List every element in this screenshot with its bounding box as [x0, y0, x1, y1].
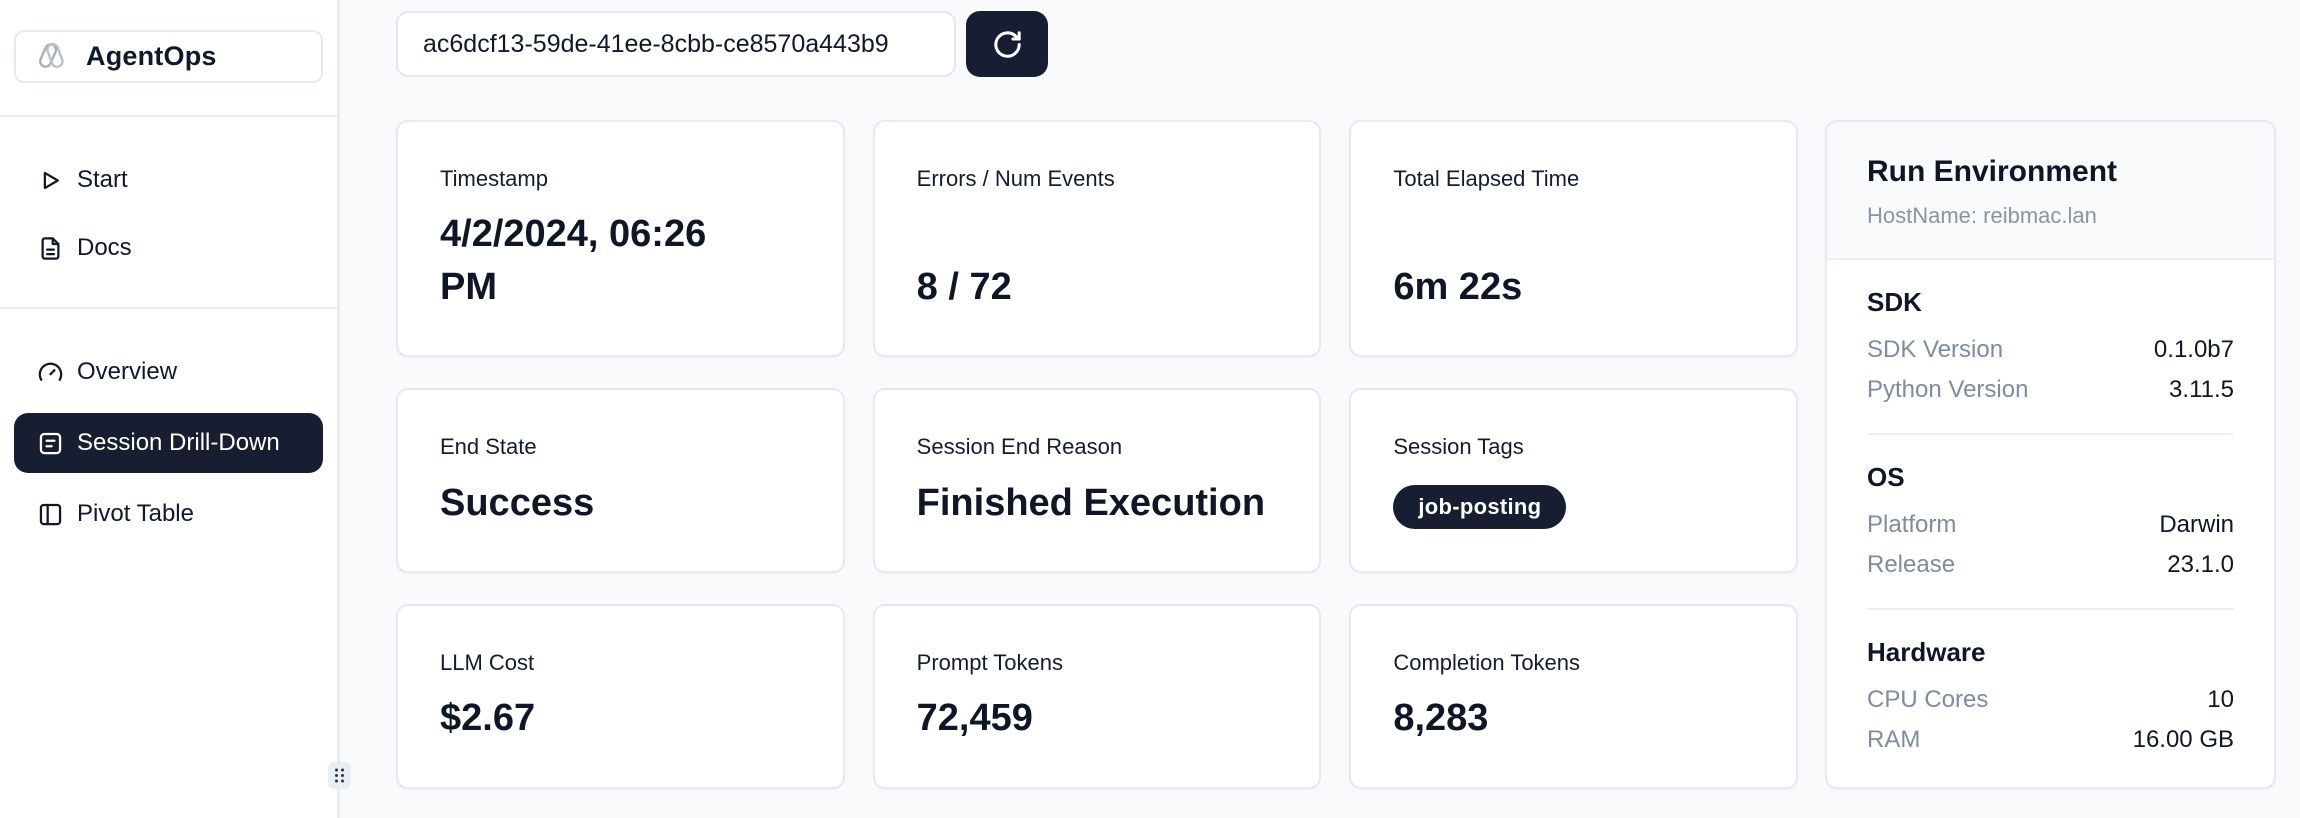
env-row-value: 16.00 GB — [2132, 726, 2234, 753]
sidebar-divider — [0, 115, 337, 117]
env-row-label: CPU Cores — [1867, 686, 1989, 713]
metric-label: Errors / Num Events — [916, 166, 1115, 191]
metric-card-completion-tokens: Completion Tokens 8,283 — [1349, 604, 1798, 789]
env-row-label: Platform — [1867, 511, 1957, 538]
agentops-logo-icon — [33, 38, 70, 75]
env-row-value: 10 — [2207, 686, 2234, 713]
run-environment-panel: Run Environment HostName: reibmac.lan SD… — [1825, 120, 2276, 789]
metric-value: 6m 22s — [1393, 265, 1523, 308]
brand-label: AgentOps — [86, 41, 217, 71]
metric-value: Success — [440, 481, 595, 524]
env-row: Python Version 3.11.5 — [1867, 370, 2234, 410]
env-row-value: 0.1.0b7 — [2153, 336, 2234, 363]
metric-label: Prompt Tokens — [916, 650, 1063, 676]
refresh-button[interactable] — [966, 11, 1048, 77]
session-log-icon — [39, 432, 62, 454]
sidebar-item-label: Docs — [77, 234, 132, 261]
metric-value: 8,283 — [1393, 697, 1489, 740]
env-section-heading: OS — [1867, 462, 1905, 492]
env-row: Release 23.1.0 — [1867, 545, 2234, 585]
metric-cards-grid: Timestamp 4/2/2024, 06:26 PM Errors / Nu… — [396, 120, 1798, 789]
metric-value: Finished Execution — [916, 481, 1266, 524]
metric-value: 8 / 72 — [916, 265, 1012, 308]
sidebar-item-pivot-table[interactable]: Pivot Table — [14, 487, 323, 541]
metric-card-end-reason: Session End Reason Finished Execution — [872, 388, 1322, 574]
metric-card-errors: Errors / Num Events 8 / 72 — [872, 120, 1322, 358]
metric-card-llm-cost: LLM Cost $2.67 — [396, 604, 845, 789]
session-toolbar — [396, 11, 2276, 77]
env-section-heading: Hardware — [1867, 637, 1986, 667]
metric-label: LLM Cost — [440, 650, 535, 676]
metric-label: Session Tags — [1393, 434, 1524, 460]
sidebar: AgentOps Start Docs Overview — [0, 0, 340, 818]
docs-icon — [41, 236, 60, 260]
hostname-text: HostName: reibmac.lan — [1867, 203, 2097, 228]
env-row-label: RAM — [1867, 726, 1921, 753]
metric-label: End State — [440, 434, 537, 460]
metric-card-session-tags: Session Tags job-posting — [1349, 388, 1798, 574]
env-row: CPU Cores 10 — [1867, 680, 2234, 720]
env-row: SDK Version 0.1.0b7 — [1867, 330, 2234, 370]
brand-button[interactable]: AgentOps — [14, 30, 323, 83]
sidebar-item-start[interactable]: Start — [14, 153, 323, 207]
gauge-icon — [38, 362, 63, 381]
sidebar-divider — [0, 307, 337, 309]
env-section-hardware: Hardware CPU Cores 10 RAM 16.00 GB — [1867, 608, 2234, 783]
sidebar-nav-secondary: Overview Session Drill-Down Pivot Table — [14, 345, 323, 541]
metric-value: 4/2/2024, 06:26 PM — [440, 213, 707, 308]
env-row-label: SDK Version — [1867, 336, 2004, 363]
env-row-label: Python Version — [1867, 376, 2029, 403]
metric-card-prompt-tokens: Prompt Tokens 72,459 — [872, 604, 1322, 789]
grip-dots-icon — [335, 768, 344, 783]
session-tags-list: job-posting — [1393, 485, 1754, 530]
metric-label: Total Elapsed Time — [1393, 166, 1580, 191]
run-environment-title: Run Environment — [1867, 155, 2118, 188]
sidebar-item-overview[interactable]: Overview — [14, 345, 323, 399]
env-section-os: OS Platform Darwin Release 23.1.0 — [1867, 433, 2234, 608]
sidebar-item-session-drill-down[interactable]: Session Drill-Down — [14, 413, 323, 473]
metric-label: Timestamp — [440, 166, 548, 191]
sidebar-item-label: Pivot Table — [77, 500, 194, 527]
env-section-sdk: SDK SDK Version 0.1.0b7 Python Version 3… — [1867, 260, 2234, 433]
sidebar-item-label: Overview — [77, 358, 178, 385]
metric-card-end-state: End State Success — [396, 388, 845, 574]
env-row-value: Darwin — [2159, 511, 2234, 538]
metric-card-elapsed-time: Total Elapsed Time 6m 22s — [1349, 120, 1798, 358]
session-tag-badge: job-posting — [1393, 485, 1567, 530]
env-row: RAM 16.00 GB — [1867, 720, 2234, 760]
sidebar-nav-primary: Start Docs — [14, 153, 323, 275]
refresh-icon — [993, 30, 1021, 58]
run-environment-header: Run Environment HostName: reibmac.lan — [1827, 122, 2274, 260]
env-row-value: 23.1.0 — [2167, 551, 2234, 578]
play-icon — [43, 171, 59, 189]
env-row-value: 3.11.5 — [2169, 376, 2234, 403]
env-row: Platform Darwin — [1867, 505, 2234, 545]
env-row-label: Release — [1867, 551, 1956, 578]
dashboard-content: Timestamp 4/2/2024, 06:26 PM Errors / Nu… — [396, 120, 2276, 789]
sidebar-resize-handle[interactable] — [328, 762, 351, 789]
sidebar-item-label: Session Drill-Down — [77, 429, 280, 456]
metric-value: $2.67 — [440, 697, 536, 740]
session-id-input[interactable] — [396, 11, 956, 77]
sidebar-item-docs[interactable]: Docs — [14, 221, 323, 275]
sidebar-item-label: Start — [77, 166, 128, 193]
main-content: Timestamp 4/2/2024, 06:26 PM Errors / Nu… — [340, 0, 2300, 818]
panel-columns-icon — [39, 503, 62, 525]
metric-label: Completion Tokens — [1393, 650, 1581, 676]
metric-label: Session End Reason — [916, 434, 1123, 460]
metric-value: 72,459 — [916, 697, 1033, 740]
env-section-heading: SDK — [1867, 287, 1922, 317]
run-environment-body: SDK SDK Version 0.1.0b7 Python Version 3… — [1827, 260, 2274, 787]
metric-card-timestamp: Timestamp 4/2/2024, 06:26 PM — [396, 120, 845, 358]
